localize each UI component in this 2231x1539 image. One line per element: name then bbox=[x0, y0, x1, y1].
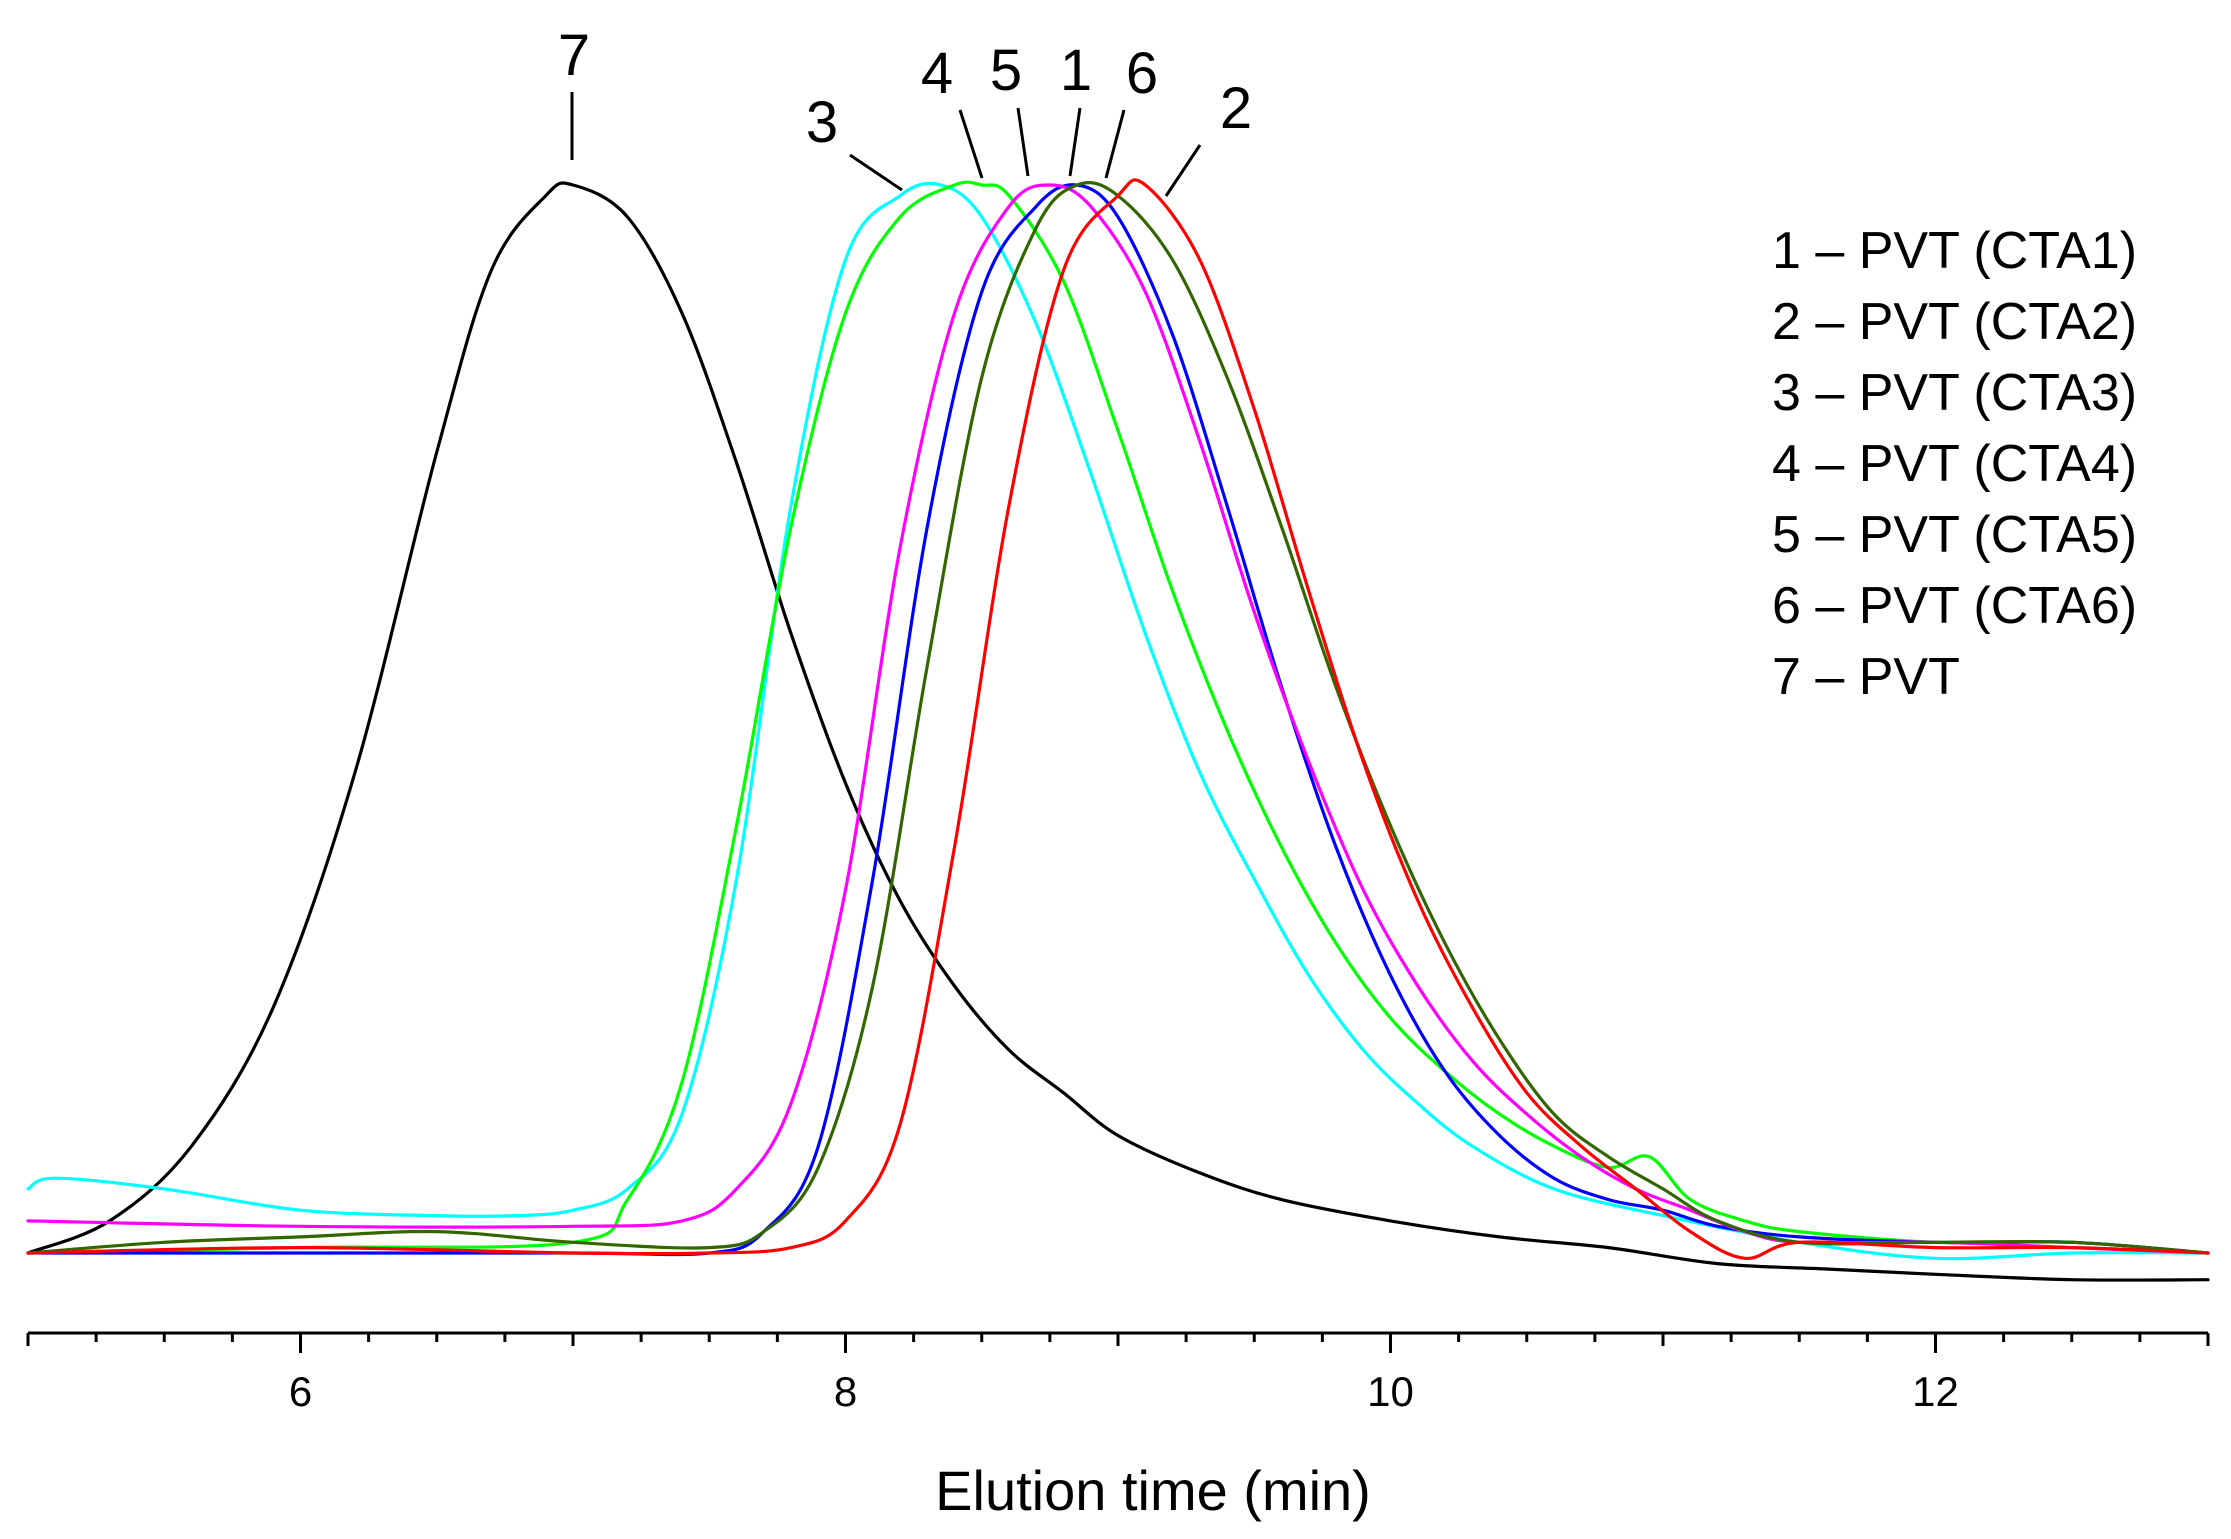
legend-entry-1: 1 – PVT (CTA1) bbox=[1772, 222, 2137, 280]
curve-5 bbox=[26, 183, 2210, 1255]
x-tick-label: 10 bbox=[1367, 1368, 1414, 1415]
peak-leader-5 bbox=[1016, 107, 1030, 177]
legend-entry-6: 6 – PVT (CTA6) bbox=[1772, 577, 2137, 635]
curve-3 bbox=[26, 181, 2210, 1261]
x-axis-title: Elution time (min) bbox=[935, 1459, 1371, 1522]
curve-6 bbox=[26, 181, 2210, 1255]
legend-entry-3: 3 – PVT (CTA3) bbox=[1772, 364, 2137, 422]
peak-label-7: 7 bbox=[558, 23, 590, 88]
peak-leader-3 bbox=[849, 153, 903, 192]
x-tick-label: 12 bbox=[1912, 1368, 1959, 1415]
x-tick-label: 8 bbox=[834, 1368, 857, 1415]
peak-labels: 7 3 4 5 1 62 bbox=[558, 23, 1252, 197]
legend-entry-7: 7 – PVT bbox=[1772, 648, 1960, 706]
peak-label-5: 5 bbox=[990, 38, 1022, 103]
curve-7 bbox=[26, 181, 2210, 1282]
legend-entry-2: 2 – PVT (CTA2) bbox=[1772, 293, 2137, 351]
peak-leader-4 bbox=[958, 109, 984, 179]
legend: 1 – PVT (CTA1) 2 – PVT (CTA2) 3 – PVT (CTA… bbox=[1772, 222, 2137, 706]
peak-leader-6 bbox=[1104, 109, 1126, 179]
peak-leader-2 bbox=[1164, 144, 1202, 197]
peak-label-3: 3 bbox=[806, 90, 838, 155]
legend-entry-5: 5 – PVT (CTA5) bbox=[1772, 506, 2137, 564]
peak-label-6: 6 bbox=[1126, 41, 1158, 106]
legend-entry-4: 4 – PVT (CTA4) bbox=[1772, 435, 2137, 493]
x-tick-label: 6 bbox=[289, 1368, 312, 1415]
peak-leader-1 bbox=[1068, 107, 1082, 177]
peak-label-4: 4 bbox=[921, 41, 953, 106]
curve-4 bbox=[26, 180, 2210, 1255]
x-axis: 6 8 10 12 bbox=[26, 1331, 2210, 1415]
peak-label-2: 2 bbox=[1220, 76, 1252, 141]
peak-label-1: 1 bbox=[1060, 38, 1092, 103]
curve-2 bbox=[26, 178, 2210, 1260]
plot-curves bbox=[26, 178, 2210, 1282]
